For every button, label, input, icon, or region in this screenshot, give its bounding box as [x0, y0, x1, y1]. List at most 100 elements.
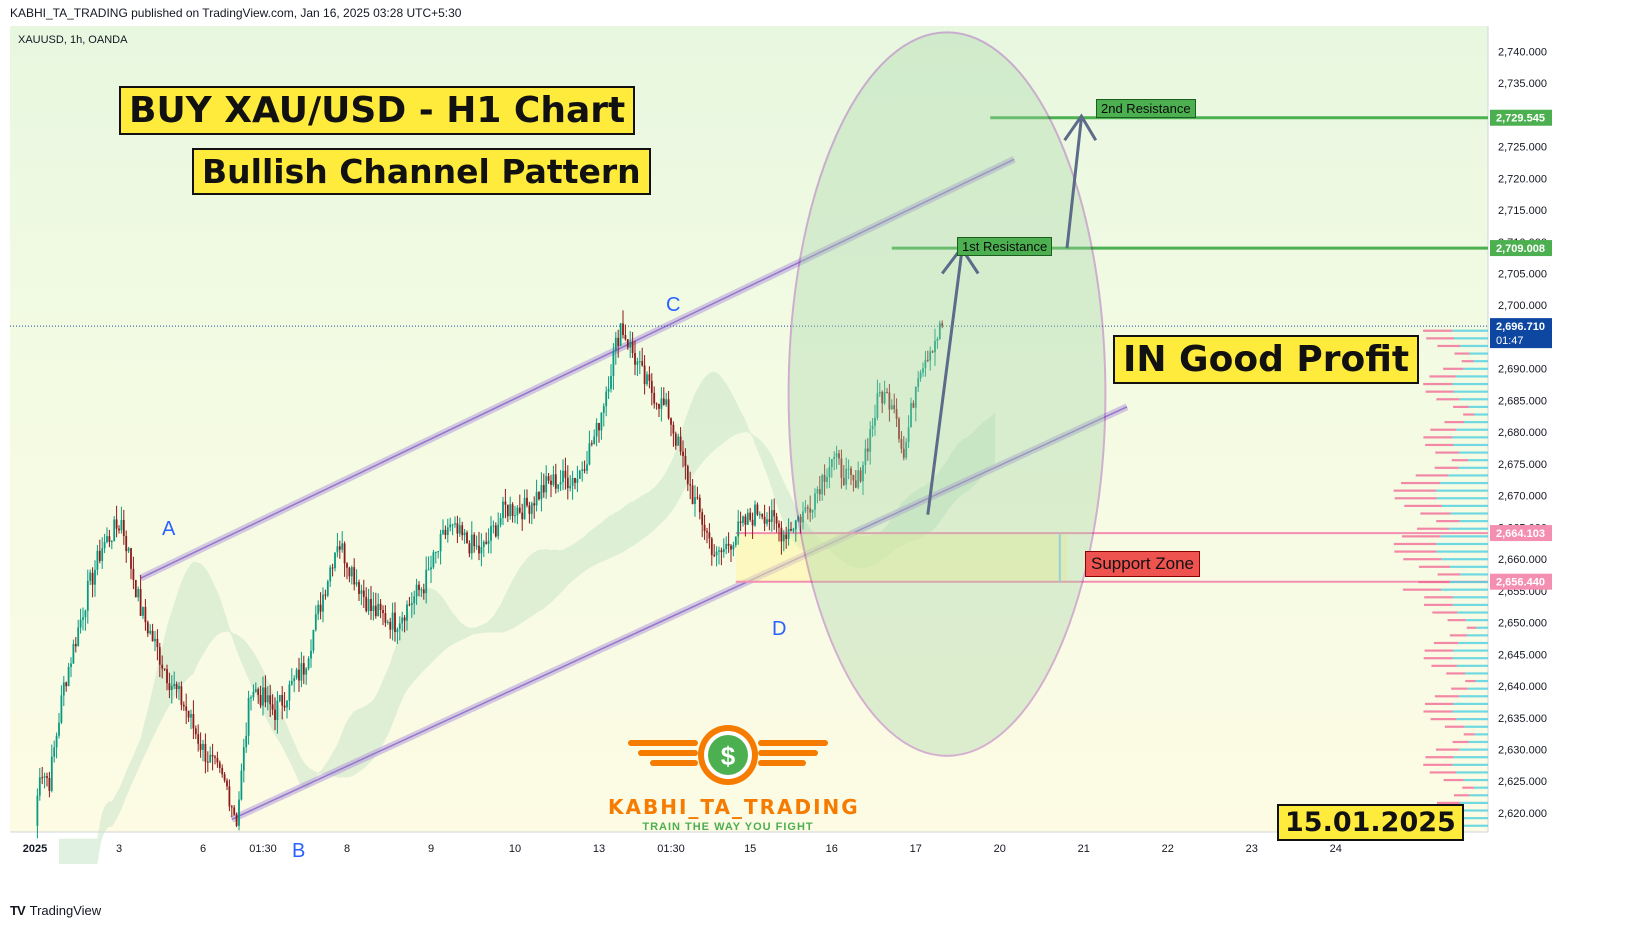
- candle-body: [730, 545, 732, 550]
- candle-body: [300, 663, 303, 681]
- price-tick-label: 2,630.000: [1498, 744, 1547, 756]
- candle-body: [922, 368, 924, 373]
- price-tick-label: 2,705.000: [1498, 269, 1547, 281]
- candle-body: [245, 735, 248, 748]
- candle-body: [434, 551, 437, 553]
- candle-body: [612, 351, 615, 376]
- candle-body: [96, 550, 99, 570]
- candle-body: [425, 569, 428, 594]
- volume-profile-bar: [1441, 558, 1488, 561]
- candle-body: [842, 477, 845, 485]
- volume-profile-bar: [1456, 718, 1488, 721]
- volume-profile-bar: [1426, 337, 1455, 340]
- volume-profile-bar: [1452, 763, 1488, 766]
- candle-body: [406, 604, 408, 621]
- candle-body: [194, 728, 197, 735]
- candle-body: [214, 756, 216, 758]
- candle-body: [490, 526, 492, 541]
- candle-body: [233, 807, 236, 815]
- volume-profile-bar: [1393, 489, 1437, 492]
- candle-body: [161, 664, 164, 669]
- candle-body: [389, 621, 392, 630]
- volume-profile-bar: [1453, 649, 1488, 652]
- profit-label-box: IN Good Profit: [1113, 335, 1420, 384]
- volume-profile-bar: [1403, 558, 1442, 561]
- candle-body: [595, 423, 598, 437]
- candle-body: [838, 453, 840, 459]
- candle-body: [336, 546, 339, 553]
- price-tag-text: 2,729.545: [1496, 113, 1545, 125]
- volume-profile-bar: [1423, 329, 1453, 332]
- price-chart[interactable]: 2,620.000 2,625.000 2,630.000 2,635.000 2,64…: [10, 26, 1554, 898]
- time-tick-label: 2025: [23, 843, 47, 855]
- candle-body: [60, 695, 63, 723]
- volume-profile-bar: [1459, 748, 1488, 751]
- candle-body: [890, 405, 893, 410]
- volume-profile-bar: [1423, 382, 1453, 386]
- chart-panel[interactable]: 2,620.000 2,625.000 2,630.000 2,635.000 2,64…: [10, 26, 1554, 898]
- candle-body: [694, 497, 696, 505]
- candle-body: [926, 359, 929, 361]
- tradingview-logo-icon[interactable]: TV: [10, 903, 26, 918]
- candle-body: [768, 519, 771, 522]
- candle-body: [641, 361, 644, 366]
- candle-body: [499, 517, 502, 525]
- candle-body: [821, 475, 824, 495]
- candle-body: [720, 550, 723, 553]
- candle-body: [756, 504, 759, 515]
- price-tick-label: 2,740.000: [1498, 46, 1547, 58]
- candle-body: [415, 584, 418, 597]
- candle-body: [487, 540, 490, 544]
- price-tag-countdown: 01:47: [1496, 335, 1524, 347]
- volume-profile-bar: [1453, 390, 1488, 393]
- candle-body: [598, 423, 600, 431]
- price-tick-label: 2,715.000: [1498, 205, 1547, 217]
- candle-body: [869, 429, 872, 452]
- point-c-label: C: [666, 294, 681, 316]
- candle-body: [559, 482, 562, 485]
- volume-profile-bar: [1415, 474, 1449, 477]
- candle-body: [118, 528, 120, 531]
- candle-body: [794, 520, 797, 530]
- candle-body: [454, 523, 456, 525]
- candle-body: [660, 398, 663, 409]
- pattern-title-box: Bullish Channel Pattern: [192, 148, 651, 195]
- candle-body: [686, 466, 689, 485]
- candle-body: [814, 493, 816, 510]
- volume-profile-bar: [1473, 786, 1488, 789]
- candle-body: [665, 399, 668, 405]
- candle-body: [170, 685, 173, 691]
- candle-body: [355, 582, 358, 585]
- volume-profile-bar: [1467, 687, 1488, 690]
- candle-body: [175, 684, 178, 690]
- volume-profile-bar: [1434, 695, 1459, 698]
- time-tick-label: 15: [744, 843, 756, 855]
- volume-profile-bar: [1447, 619, 1466, 622]
- candle-body: [578, 470, 581, 479]
- candle-body: [458, 525, 461, 534]
- volume-profile-bar: [1473, 360, 1488, 363]
- volume-profile-bar: [1454, 794, 1470, 797]
- volume-profile-bar: [1425, 443, 1454, 447]
- arrow-head-2: [1063, 113, 1098, 142]
- candle-body: [770, 510, 773, 522]
- candle-body: [718, 550, 720, 552]
- candle-body: [190, 713, 192, 718]
- point-d-label: D: [772, 618, 787, 640]
- candle-body: [881, 391, 884, 404]
- candle-body: [478, 545, 480, 554]
- candle-body: [746, 512, 749, 525]
- candle-body: [754, 504, 756, 526]
- candle-body: [566, 477, 569, 489]
- candle-body: [209, 754, 212, 763]
- platform-name[interactable]: TradingView: [29, 903, 102, 918]
- price-tag-text: 2,709.008: [1496, 243, 1545, 255]
- candle-body: [204, 743, 207, 762]
- candle-body: [156, 638, 159, 648]
- candle-body: [506, 504, 509, 517]
- time-tick-label: 3: [116, 843, 122, 855]
- time-tick-label: 9: [428, 843, 434, 855]
- candle-body: [149, 630, 152, 634]
- candle-body: [216, 757, 219, 763]
- brand-name: KABHI_TA_TRADING: [608, 795, 860, 819]
